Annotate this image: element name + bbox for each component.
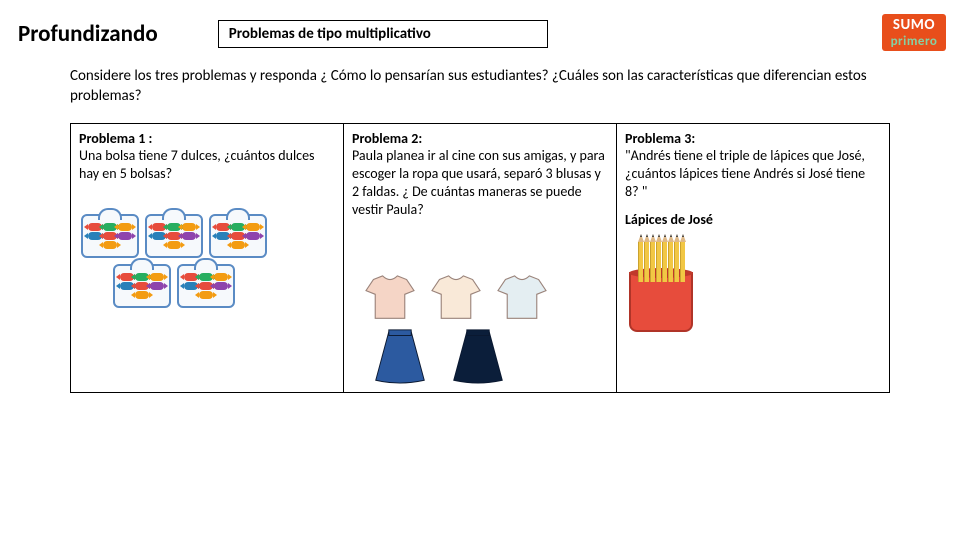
pencil-icon [638, 242, 643, 282]
pencil-holder-icon [629, 240, 693, 332]
candy-bag-icon [81, 214, 139, 258]
intro-text: Considere los tres problemas y responda … [0, 48, 960, 117]
problem-1-title: Problema 1 : [79, 130, 335, 147]
candy-icon [167, 241, 181, 249]
candy-icon [214, 273, 228, 281]
candy-icon [150, 282, 164, 290]
candy-icon [214, 282, 228, 290]
problem-3: Problema 3: "Andrés tiene el triple de l… [617, 124, 889, 392]
page-title: Profundizando [18, 20, 158, 48]
candy-icon [135, 291, 149, 299]
blouse-icon [428, 274, 484, 322]
problem-1: Problema 1 : Una bolsa tiene 7 dulces, ¿… [71, 124, 344, 392]
pencil-icon [650, 242, 655, 282]
problem-2-text: Paula planea ir al cine con sus amigas, … [352, 147, 608, 220]
pencil-icon [668, 242, 673, 282]
header: Profundizando Problemas de tipo multipli… [0, 0, 960, 48]
pencil-icon [680, 242, 685, 282]
candy-icon [118, 223, 132, 231]
problem-2-title: Problema 2: [352, 130, 608, 147]
logo-bottom-text: primero [882, 34, 946, 51]
candy-icon [246, 232, 260, 240]
skirt-icon [370, 328, 430, 384]
clothes-icon [362, 274, 550, 384]
logo-top-text: SUMO [882, 14, 946, 34]
skirt-icon [448, 328, 508, 384]
candy-icon [182, 232, 196, 240]
problem-1-text: Una bolsa tiene 7 dulces, ¿cuántos dulce… [79, 147, 335, 183]
candy-icon [182, 223, 196, 231]
blouse-icon [362, 274, 418, 322]
candy-icon [231, 241, 245, 249]
problem-2: Problema 2: Paula planea ir al cine con … [344, 124, 617, 392]
topic-tag: Problemas de tipo multiplicativo [218, 20, 548, 48]
problem-3-subtitle: Lápices de José [625, 211, 881, 228]
candy-bag-icon [145, 214, 203, 258]
pencil-icon [656, 242, 661, 282]
candy-bag-icon [209, 214, 267, 258]
pencil-icon [644, 242, 649, 282]
candy-icon [103, 241, 117, 249]
brand-logo: SUMO primero [882, 14, 946, 51]
candy-bag-icon [177, 264, 235, 308]
candy-icon [199, 291, 213, 299]
candy-icon [246, 223, 260, 231]
candy-bags-icon [81, 214, 267, 308]
problem-3-text: "Andrés tiene el triple de lápices que J… [625, 147, 881, 202]
blouse-icon [494, 274, 550, 322]
pencil-icon [674, 242, 679, 282]
candy-bag-icon [113, 264, 171, 308]
candy-icon [150, 273, 164, 281]
problem-3-title: Problema 3: [625, 130, 881, 147]
problems-table: Problema 1 : Una bolsa tiene 7 dulces, ¿… [70, 123, 890, 393]
pencil-icon [662, 242, 667, 282]
candy-icon [118, 232, 132, 240]
